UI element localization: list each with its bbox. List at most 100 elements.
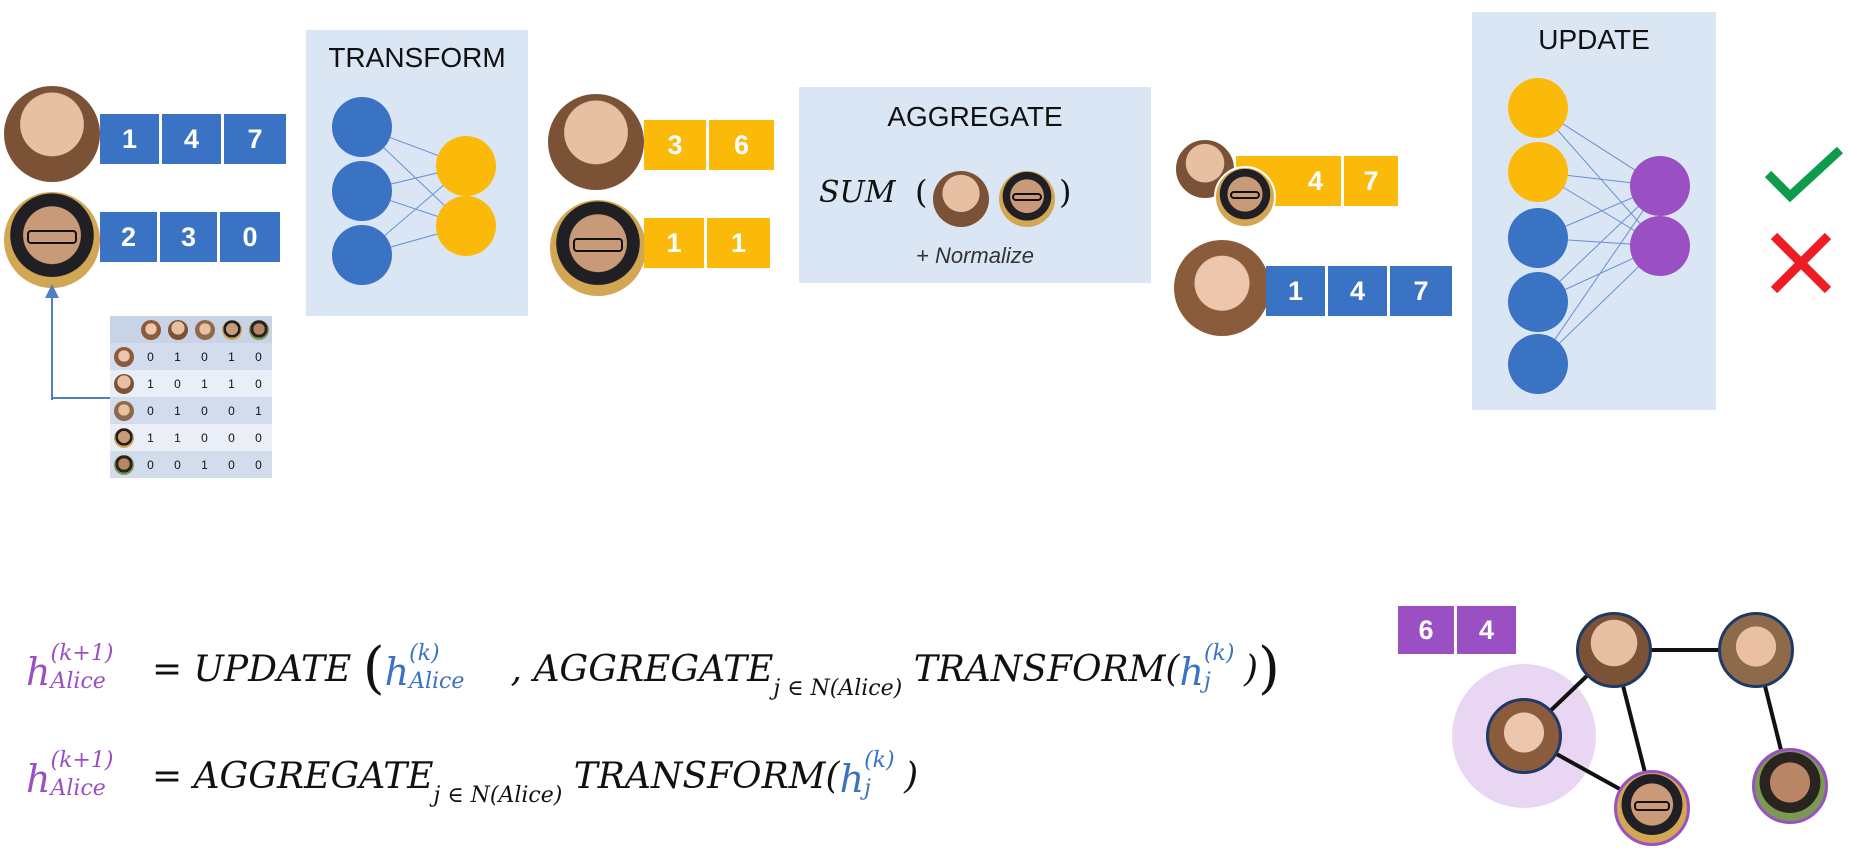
face-node-b-small: [1214, 166, 1276, 228]
matrix-cell: 1: [164, 343, 191, 370]
matrix-cell: 1: [164, 424, 191, 451]
self-neuron: [1508, 208, 1568, 268]
eq-agg-sub: j ∈ N(Alice): [773, 676, 903, 701]
mini-face-icon: [221, 319, 242, 340]
vector-cell: 4: [1290, 156, 1344, 206]
vector-cell: 3: [644, 120, 709, 170]
vector-cell: 7: [1390, 266, 1452, 316]
matrix-cell: 0: [191, 424, 218, 451]
check-icon: [1764, 146, 1844, 203]
sum-close-paren: ): [1059, 173, 1072, 211]
mini-face-icon: [113, 400, 134, 421]
input-neuron: [332, 161, 392, 221]
input-neuron: [332, 225, 392, 285]
input-vector-1: 1 4 7: [100, 114, 286, 164]
aggregate-title: AGGREGATE: [887, 101, 1063, 132]
graph-node-b: [1614, 770, 1690, 846]
sum-face-b: [999, 171, 1055, 227]
h-alice-k: h (k) Alice: [384, 641, 465, 694]
mini-face-icon: [167, 319, 188, 340]
matrix-cell: 0: [245, 424, 272, 451]
equation-2: h (k+1) Alice = AGGREGATEj ∈ N(Alice) TR…: [26, 748, 919, 808]
update-output-neuron: [1630, 216, 1690, 276]
input-vector-2: 2 3 0: [100, 212, 280, 262]
h-j-k: h (k) j: [839, 748, 895, 801]
matrix-cell: 1: [164, 397, 191, 424]
matrix-cell: 0: [245, 343, 272, 370]
matrix-cell: 0: [164, 451, 191, 478]
transformed-vector-2: 1 1: [644, 218, 770, 268]
mini-face-icon: [140, 319, 161, 340]
matrix-cell: 1: [218, 370, 245, 397]
matrix-cell: 0: [191, 397, 218, 424]
transform-panel: TRANSFORM: [306, 30, 528, 316]
eq-update: = UPDATE: [151, 649, 352, 690]
vector-cell: 1: [707, 218, 770, 268]
adjacency-matrix: 0 1 0 1 0 1 0 1 1 0 0 1 0 0 1 1 1 0 0 0 …: [110, 316, 272, 478]
vector-cell: 2: [100, 212, 160, 262]
eq-aggregate: AGGREGATE: [533, 649, 774, 690]
vector-cell: 1: [100, 114, 162, 164]
matrix-cell: 0: [218, 397, 245, 424]
vector-cell: 7: [224, 114, 286, 164]
vector-cell: 4: [162, 114, 224, 164]
matrix-cell: 1: [218, 343, 245, 370]
sum-face-a: [933, 171, 989, 227]
mini-face-icon: [113, 454, 134, 475]
eq-transform: TRANSFORM(: [573, 756, 840, 797]
matrix-cell: 0: [218, 424, 245, 451]
matrix-cell: 0: [245, 370, 272, 397]
vector-cell: 1: [644, 218, 707, 268]
matrix-cell: 1: [191, 451, 218, 478]
vector-cell: 3: [160, 212, 220, 262]
transform-title: TRANSFORM: [328, 42, 506, 73]
mini-face-icon: [248, 319, 269, 340]
matrix-cell: 0: [137, 397, 164, 424]
eq-aggregate: = AGGREGATE: [151, 756, 434, 797]
face-alice: [1174, 240, 1270, 336]
self-neuron: [1508, 272, 1568, 332]
matrix-cell: 0: [137, 451, 164, 478]
eq-close: ): [1243, 649, 1258, 690]
aggregated-vector: 4 7: [1236, 156, 1398, 206]
equation-1: h (k+1) Alice = UPDATE ( h (k) Alice , A…: [26, 630, 1280, 701]
matrix-cell: 0: [218, 451, 245, 478]
matrix-cell: 0: [137, 343, 164, 370]
mini-face-icon: [113, 346, 134, 367]
h-alice-next: h (k+1) Alice: [26, 641, 114, 694]
eq-comma: ,: [499, 649, 522, 690]
matrix-cell: 0: [245, 451, 272, 478]
update-title: UPDATE: [1538, 24, 1650, 55]
face-node-b: [4, 192, 100, 288]
graph-node-alice: [1486, 698, 1562, 774]
face-node-b: [550, 200, 646, 296]
mini-face-icon: [113, 373, 134, 394]
graph-node-a: [1576, 612, 1652, 688]
graph-node-e: [1752, 748, 1828, 824]
self-neuron: [1508, 334, 1568, 394]
aggregated-neuron: [1508, 78, 1568, 138]
result-vector: 6 4: [1398, 606, 1516, 654]
eq-close: ): [904, 756, 919, 797]
big-close-paren: ): [1258, 636, 1280, 701]
eq-agg-sub: j ∈ N(Alice): [433, 783, 563, 808]
mini-face-icon: [113, 427, 134, 448]
vector-cell: 0: [220, 212, 280, 262]
vector-cell: 7: [1344, 156, 1398, 206]
vector-cell: 1: [1266, 266, 1328, 316]
matrix-cell: 1: [137, 424, 164, 451]
h-alice-next: h (k+1) Alice: [26, 748, 114, 801]
face-node-a: [548, 94, 644, 190]
normalize-label: + Normalize: [916, 243, 1034, 268]
vector-cell: 4: [1328, 266, 1390, 316]
face-node-a: [4, 86, 100, 182]
h-j-k: h (k) j: [1179, 641, 1235, 694]
mini-face-icon: [194, 319, 215, 340]
output-neuron: [436, 196, 496, 256]
transform-network: [332, 97, 496, 285]
cross-icon: [1770, 232, 1832, 294]
graph-node-d: [1718, 612, 1794, 688]
update-panel: UPDATE: [1472, 12, 1716, 410]
adjacency-arrow: [45, 284, 110, 400]
sum-label: SUM: [819, 175, 896, 210]
